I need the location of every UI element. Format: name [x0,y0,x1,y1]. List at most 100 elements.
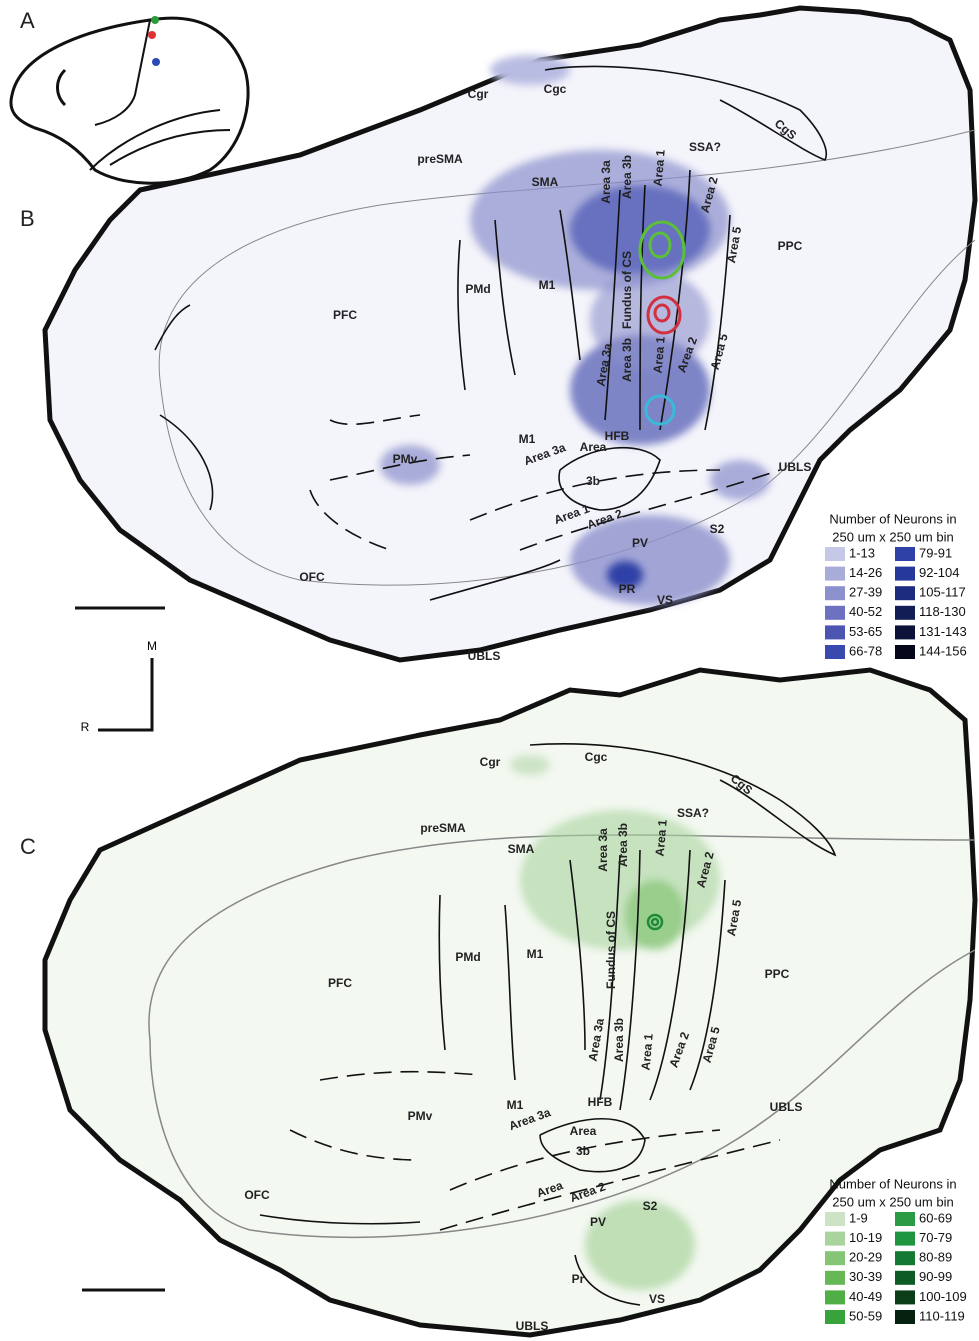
region-label: PV [632,536,648,550]
region-label: UBLS [770,1100,803,1114]
legend-label: 30-39 [849,1269,882,1284]
orientation-r: R [81,720,90,734]
legend-label: 80-89 [919,1250,952,1265]
region-label: PPC [778,239,803,253]
legend-swatch [895,1310,915,1324]
legend-swatch [825,586,845,600]
region-label: PR [619,582,636,596]
region-label: PFC [328,976,352,990]
region-label: Area [580,440,607,454]
region-label: Fundus of CS [620,251,634,329]
legend-label: 118-130 [919,604,966,619]
legend-label: 14-26 [849,565,882,580]
legend-swatch [825,1271,845,1285]
legend-swatch [895,1251,915,1265]
region-label: HFB [605,429,630,443]
region-label: Fundus of CS [604,911,618,989]
region-label: Area 3b [620,155,634,199]
legend-label: 53-65 [849,624,882,639]
legend-swatch [895,586,915,600]
region-label: Area 3b [620,338,634,382]
legend-title: 250 um x 250 um bin [832,1194,953,1209]
region-label: UBLS [779,460,812,474]
legend-label: 110-119 [919,1308,965,1323]
legend-label: 131-143 [919,624,967,639]
region-label: PFC [333,308,357,322]
region-label: OFC [299,570,325,584]
region-label: UBLS [468,649,501,663]
region-label: Area 3b [616,823,630,867]
legend-title: Number of Neurons in [829,511,956,526]
region-label: SMA [508,842,535,856]
region-label: Cgr [480,755,501,769]
region-label: OFC [244,1188,270,1202]
legend-swatch [895,1232,915,1246]
figure: CgrCgcCgSpreSMASSA?SMAArea 3aArea 3bArea… [0,0,979,1341]
region-label: Pr [572,1272,585,1286]
region-label: preSMA [420,821,466,835]
legend-swatch [895,547,915,561]
region-label: UBLS [516,1319,549,1333]
legend-swatch [825,1251,845,1265]
region-label: Cgr [468,87,489,101]
region-label: VS [657,593,673,607]
legend-swatch [825,645,845,659]
legend-label: 50-59 [849,1308,882,1323]
legend-label: 92-104 [919,565,959,580]
legend-label: 70-79 [919,1230,952,1245]
legend-label: 10-19 [849,1230,882,1245]
region-label: preSMA [417,152,463,166]
region-label: SSA? [689,140,721,154]
legend-swatch [825,1310,845,1324]
legend-swatch [825,1212,845,1226]
legend-label: 66-78 [849,643,882,658]
region-label: S2 [710,522,725,536]
region-label: VS [649,1292,665,1306]
legend-swatch [825,606,845,620]
legend-swatch [895,1290,915,1304]
legend-swatch [895,1271,915,1285]
legend-label: 100-109 [919,1289,967,1304]
region-label: PMd [465,282,490,296]
region-label: PPC [765,967,790,981]
region-label: Cgc [585,750,608,764]
legend-swatch [825,1290,845,1304]
legend-swatch [895,606,915,620]
region-label: Area 3b [612,1018,626,1062]
region-label: Area 3a [599,160,613,204]
legend-label: 1-9 [849,1210,868,1225]
legend-label: 20-29 [849,1250,882,1265]
region-label: Area [570,1124,597,1138]
legend-swatch [825,625,845,639]
region-label: S2 [643,1199,658,1213]
legend-title: Number of Neurons in [829,1176,956,1191]
region-label: Area 3a [596,828,610,872]
legend-swatch [825,567,845,581]
legend-label: 60-69 [919,1210,952,1225]
region-label: M1 [519,432,536,446]
orientation-axes [98,658,152,730]
legend-label: 105-117 [919,585,966,600]
legend-label: 79-91 [919,545,952,560]
region-label: HFB [588,1095,613,1109]
region-label: 3b [586,474,600,488]
panel-letter: C [20,834,36,859]
region-label: 3b [576,1144,590,1158]
panel-letter: B [20,206,35,231]
legend-label: 27-39 [849,585,882,600]
legend-swatch [895,625,915,639]
region-label: M1 [539,278,556,292]
region-label: M1 [507,1098,524,1112]
legend-label: 40-52 [849,604,882,619]
legend-label: 144-156 [919,643,967,658]
brain-schematic [11,18,248,183]
legend-label: 90-99 [919,1269,952,1284]
legend-swatch [895,1212,915,1226]
orientation-m: M [147,639,157,653]
legend-swatch [825,1232,845,1246]
legend-title: 250 um x 250 um bin [832,529,953,544]
region-label: M1 [527,947,544,961]
legend-label: 1-13 [849,545,875,560]
flatmap-outline [45,8,975,660]
legend-swatch [895,567,915,581]
